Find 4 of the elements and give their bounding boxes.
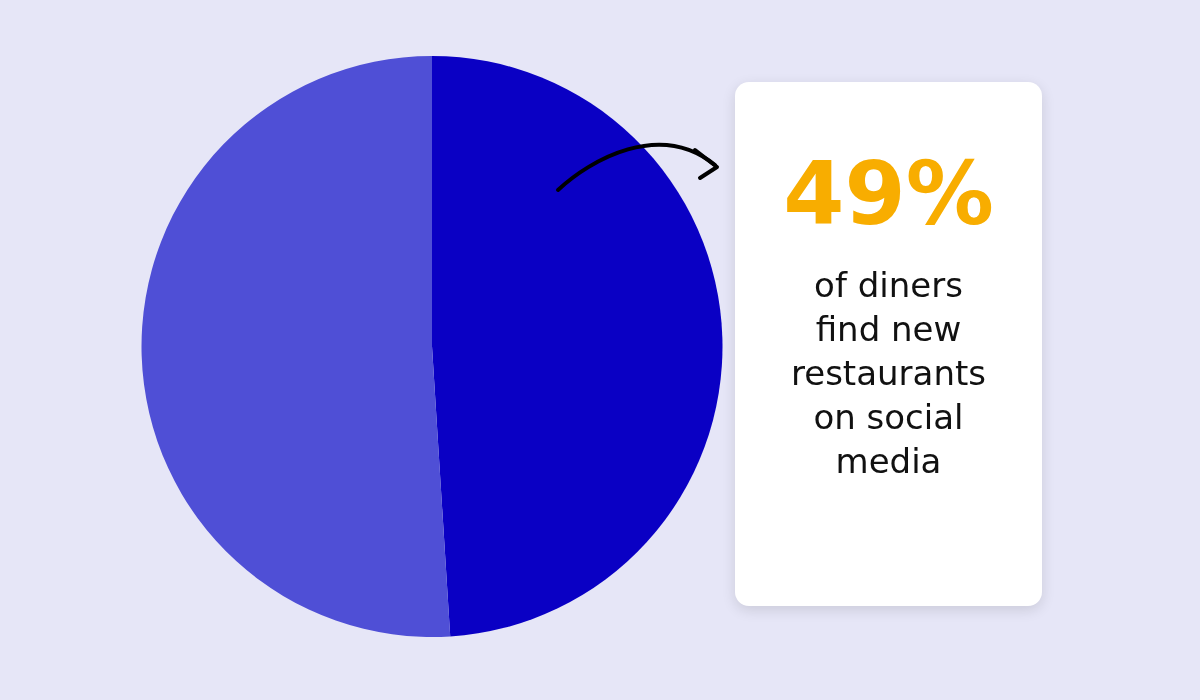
text: of diners find new restaurants on social media — [790, 264, 987, 483]
pie-slice — [432, 56, 723, 637]
pie-slice — [141, 56, 451, 637]
text: 49% — [782, 142, 995, 245]
